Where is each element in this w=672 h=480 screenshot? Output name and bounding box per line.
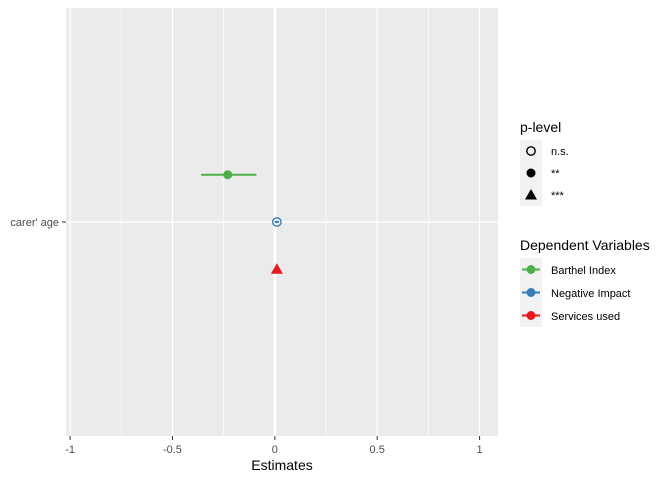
legend-symbol (525, 189, 537, 200)
legend-label: *** (551, 190, 565, 202)
point-estimate (223, 170, 233, 180)
legend-label: ** (551, 168, 560, 180)
legend-symbol (526, 265, 536, 274)
legend-label: n.s. (551, 146, 569, 158)
y-axis: carer' age (10, 217, 66, 229)
data-marks (201, 170, 283, 274)
y-tick-label: carer' age (10, 217, 59, 229)
legend-symbol (526, 311, 536, 320)
x-tick-label: -0.5 (163, 444, 182, 456)
x-axis: -1 -0.5 0 0.5 1 (65, 436, 483, 456)
legend-key (520, 140, 542, 162)
legend-label: Barthel Index (551, 265, 616, 277)
legend-symbol (526, 146, 536, 156)
legend-symbol (526, 288, 536, 297)
legend-title: Dependent Variables (520, 237, 650, 253)
x-tick-label: 1 (477, 444, 483, 456)
legend-symbol (526, 168, 536, 178)
x-tick-label: -1 (65, 444, 75, 456)
point-estimate (271, 217, 282, 227)
point-estimate (270, 263, 283, 274)
legend-label: Negative Impact (551, 288, 630, 300)
x-tick-label: 0 (272, 444, 278, 456)
legend-label: Services used (551, 311, 620, 323)
x-tick-label: 0.5 (370, 444, 385, 456)
x-axis-title: Estimates (251, 457, 312, 473)
legend-title: p-level (520, 119, 561, 135)
